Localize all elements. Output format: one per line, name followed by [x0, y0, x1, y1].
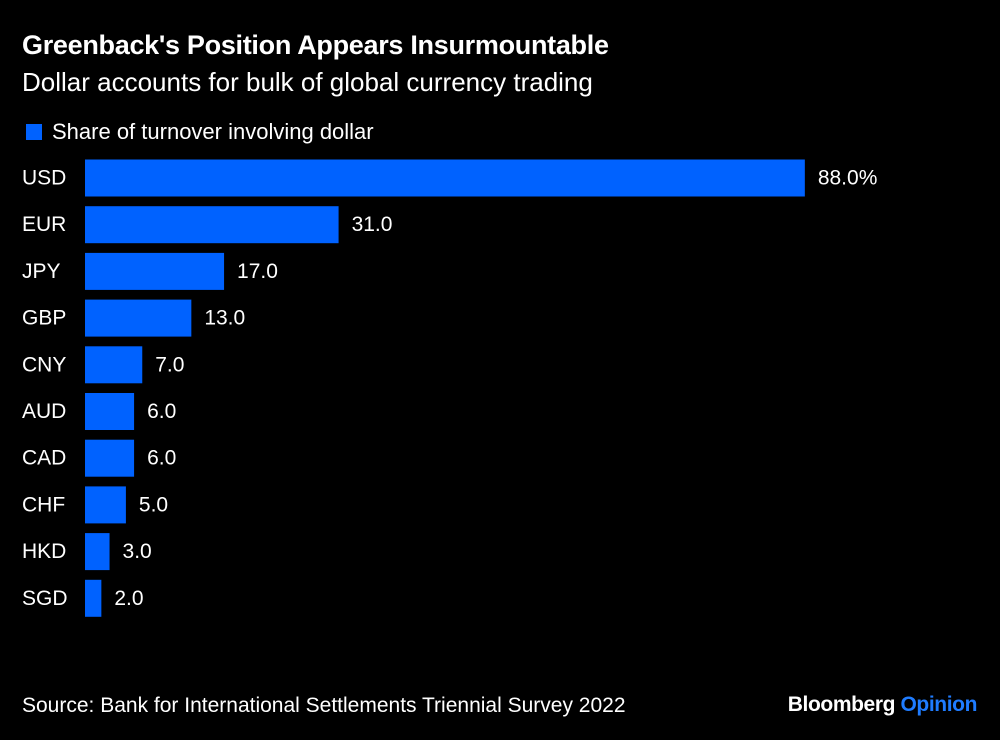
bar: [85, 533, 110, 571]
bar: [85, 159, 805, 197]
category-label: JPY: [22, 260, 61, 283]
brand-primary: Bloomberg: [787, 693, 896, 716]
category-label: EUR: [22, 213, 66, 236]
bar: [85, 206, 339, 244]
data-label: 2.0: [114, 587, 143, 610]
data-label: 7.0: [155, 353, 184, 376]
category-label: CNY: [22, 353, 66, 376]
chart-title: Greenback's Position Appears Insurmounta…: [22, 30, 609, 60]
data-label: 5.0: [139, 493, 168, 516]
legend-label: Share of turnover involving dollar: [52, 119, 374, 144]
brand-secondary: Opinion: [900, 693, 977, 716]
brand-logo: Bloomberg Opinion: [787, 693, 978, 717]
source-note: Source: Bank for International Settlemen…: [22, 694, 626, 717]
bar: [85, 393, 135, 430]
category-label: GBP: [22, 307, 66, 330]
bar: [85, 252, 225, 290]
data-label: 3.0: [123, 540, 152, 563]
bar: [85, 579, 102, 617]
data-label: 31.0: [352, 213, 393, 236]
category-label: HKD: [22, 540, 66, 563]
data-label: 88.0%: [818, 167, 878, 190]
data-label: 13.0: [204, 307, 245, 330]
category-label: CAD: [22, 447, 66, 470]
data-label: 6.0: [147, 400, 176, 423]
category-label: SGD: [22, 587, 68, 610]
category-label: USD: [22, 167, 66, 190]
bar-chart: USD 88.0% EUR 31.0 JPY 17.0 GBP 13.0 CNY 7.0 AUD 6.…: [22, 159, 878, 617]
legend-swatch: [26, 124, 42, 140]
bar: [85, 486, 126, 524]
data-label: 17.0: [237, 260, 278, 283]
chart-subtitle: Dollar accounts for bulk of global curre…: [22, 67, 593, 97]
category-label: CHF: [22, 493, 65, 516]
bar: [85, 299, 192, 337]
bar: [85, 346, 143, 384]
legend: Share of turnover involving dollar: [26, 119, 374, 145]
bar: [85, 439, 135, 477]
data-label: 6.0: [147, 447, 176, 470]
category-label: AUD: [22, 400, 66, 423]
